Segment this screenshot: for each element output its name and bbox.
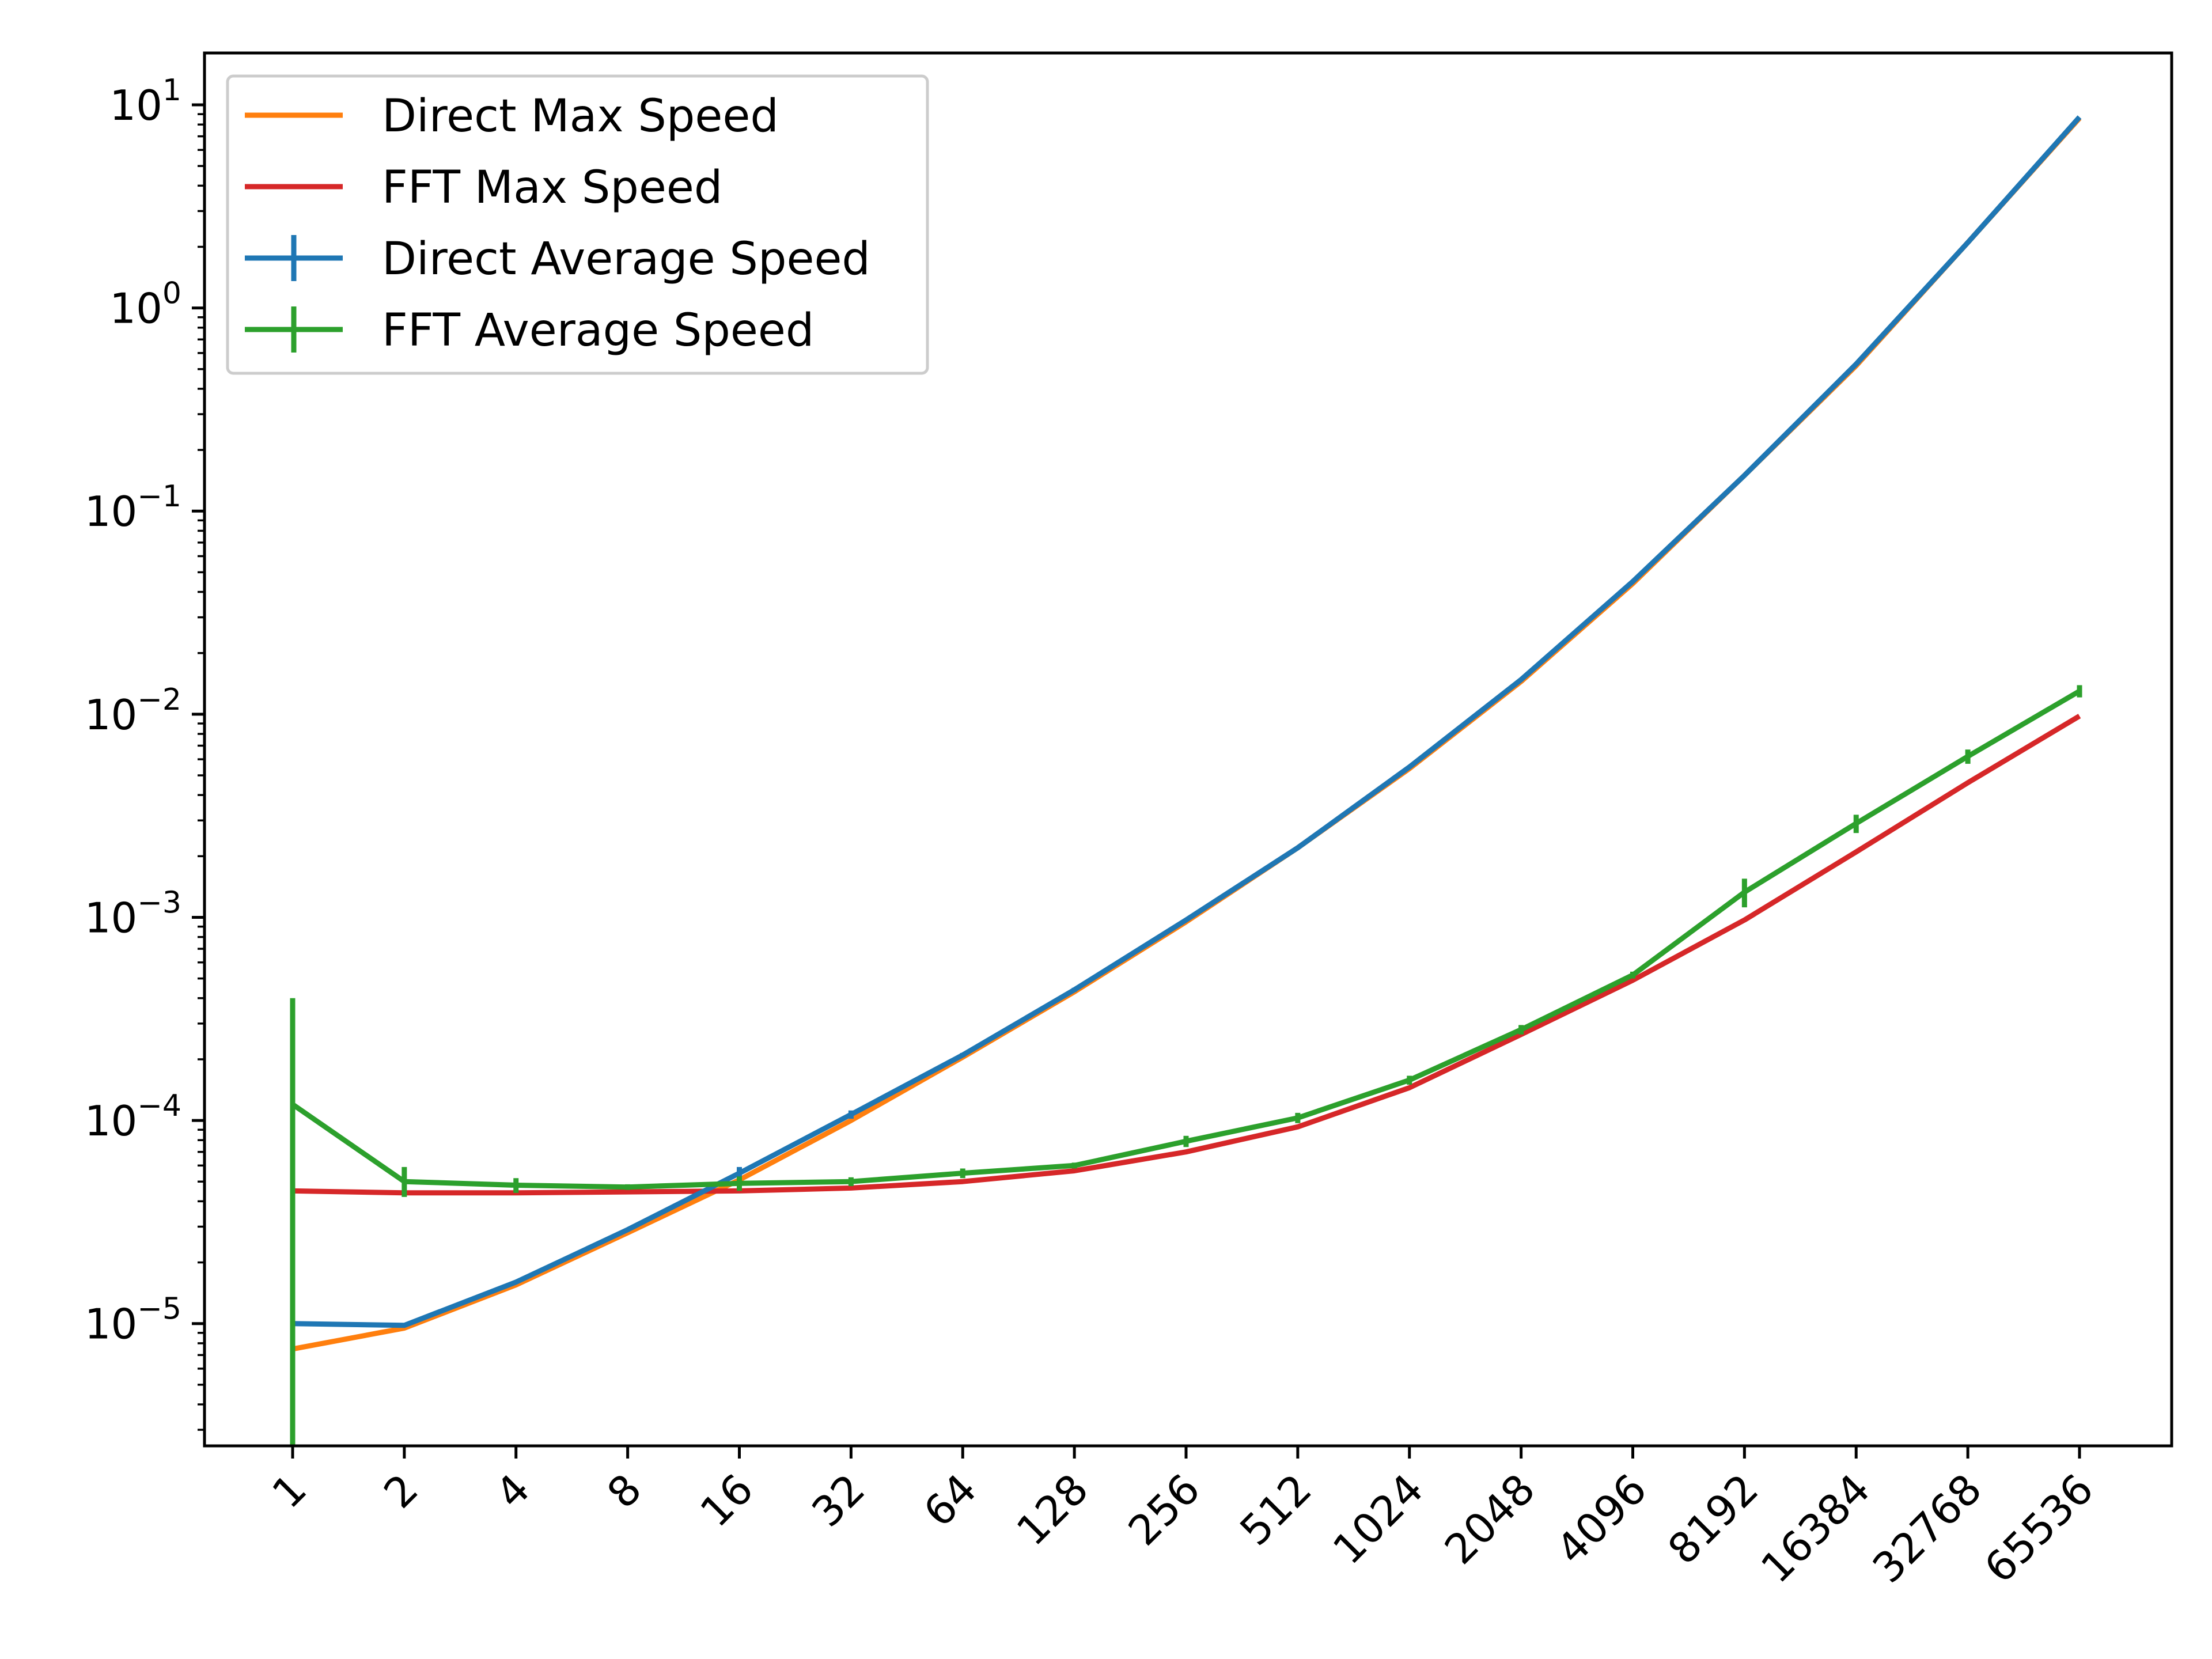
legend: Direct Max Speed FFT Max Speed Direct Aver…: [226, 74, 929, 375]
legend-label: FFT Average Speed: [382, 305, 814, 357]
legend-label: FFT Max Speed: [382, 162, 722, 214]
legend-item-fft-max-speed: FFT Max Speed: [245, 162, 722, 214]
y-tick-label: 10−4: [85, 1089, 181, 1145]
series-fft-max-speed: [292, 714, 2081, 1196]
legend-item-fft-average-speed: FFT Average Speed: [245, 305, 814, 357]
axes-frame: [203, 51, 2173, 1448]
legend-box: [226, 74, 929, 375]
plot-area: [290, 115, 2082, 1446]
y-tick-label: 10−5: [85, 1292, 181, 1349]
series-fft-average-speed: [290, 685, 2082, 1446]
legend-label: Direct Average Speed: [382, 233, 870, 285]
y-tick-label: 100: [109, 276, 181, 333]
y-tick-label: 10−1: [85, 479, 181, 536]
y-tick-label: 10−2: [85, 683, 181, 739]
legend-item-direct-average-speed: Direct Average Speed: [245, 233, 870, 285]
y-tick-label: 101: [109, 73, 181, 130]
legend-label: Direct Max Speed: [382, 90, 779, 142]
legend-item-direct-max-speed: Direct Max Speed: [245, 90, 779, 142]
series-line-fft-max-speed: [292, 714, 2081, 1196]
y-tick-label: 10−3: [85, 885, 181, 942]
